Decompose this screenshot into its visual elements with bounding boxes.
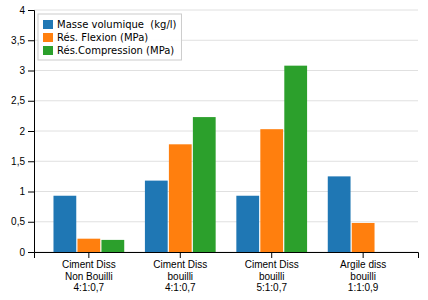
bars: [53, 66, 374, 252]
grid-line: [34, 100, 418, 101]
grid-line: [34, 70, 418, 71]
y-tick: 2: [19, 126, 34, 137]
x-tick-label-line: Ciment Diss: [153, 259, 207, 270]
y-tick-mark: [28, 161, 34, 162]
y-tick-label: 0,5: [11, 216, 25, 227]
grid-line: [34, 191, 418, 192]
y-tick: 4: [19, 5, 34, 16]
y-tick-mark: [28, 252, 34, 253]
bar: [328, 176, 351, 252]
legend-swatch: [43, 46, 53, 55]
y-tick-mark: [28, 40, 34, 41]
x-tick-label-line: Argile diss: [340, 259, 386, 270]
grid: [34, 10, 418, 252]
bar-series: [101, 66, 307, 252]
grid-line: [34, 221, 418, 222]
y-axis: 0 0,5 1 1,5 2 2,5 3 3,5 4: [11, 5, 34, 258]
x-tick: Ciment DissNon Bouilli4:1:0,7: [62, 252, 116, 293]
bar: [352, 223, 375, 252]
legend-swatch: [43, 33, 53, 42]
legend-label: Masse volumique (kg/l): [57, 19, 177, 30]
grid-line: [34, 131, 418, 132]
y-tick: 0,5: [11, 216, 34, 227]
y-tick-label: 2: [19, 126, 25, 137]
y-tick-mark: [28, 222, 34, 223]
y-tick: 3,5: [11, 35, 34, 46]
legend-item: Masse volumique (kg/l): [43, 19, 177, 30]
y-tick-label: 0: [19, 247, 25, 258]
x-tick-label: Ciment DissNon Bouilli4:1:0,7: [62, 259, 116, 293]
x-tick-label-line: 5:1:0,7: [256, 282, 287, 293]
y-axis-line: [28, 11, 35, 253]
y-tick: 1,5: [11, 156, 34, 167]
x-tick-mark: [271, 252, 272, 258]
grid-line: [34, 10, 418, 11]
y-tick-mark: [28, 101, 34, 102]
y-tick-mark: [28, 192, 34, 193]
x-tick-label-line: 4:1:0,7: [74, 282, 105, 293]
plot: 00,511,522,533,54Ciment DissNon Bouilli4…: [11, 5, 418, 293]
x-axis-line: [35, 253, 419, 259]
grid-line: [34, 161, 418, 162]
y-tick-label: 2,5: [11, 95, 25, 106]
legend-swatch: [43, 20, 53, 29]
bar: [145, 181, 168, 252]
y-tick-mark: [28, 10, 34, 11]
bar: [53, 196, 76, 252]
y-tick-label: 1: [19, 186, 25, 197]
legend-label: Rés. Flexion (MPa): [57, 32, 148, 43]
x-tick-label: Ciment Dissbouilli5:1:0,7: [245, 259, 299, 293]
y-tick-mark: [28, 131, 34, 132]
x-tick-mark: [180, 252, 181, 258]
x-tick-label-line: Ciment Diss: [62, 259, 116, 270]
legend: Masse volumique (kg/l) Rés. Flexion (MPa)…: [38, 14, 181, 60]
y-tick: 3: [19, 65, 34, 76]
y-tick: 2,5: [11, 95, 34, 106]
x-tick-label-line: bouilli: [350, 271, 376, 282]
y-tick-label: 4: [19, 5, 25, 16]
bar: [169, 144, 192, 252]
y-tick-label: 1,5: [11, 156, 25, 167]
bar: [77, 239, 100, 252]
y-tick-label: 3: [19, 65, 25, 76]
chart: 00,511,522,533,54Ciment DissNon Bouilli4…: [0, 0, 428, 300]
x-tick-label: Ciment Dissbouilli4:1:0,7: [153, 259, 207, 293]
x-tick-label-line: 4:1:0,7: [165, 282, 196, 293]
bar: [260, 129, 283, 252]
x-tick-label-line: bouilli: [259, 271, 285, 282]
bar: [376, 252, 399, 253]
x-tick: Argile dissbouilli1:1:0,9: [340, 252, 386, 293]
x-tick-label-line: Ciment Diss: [245, 259, 299, 270]
y-tick-label: 3,5: [11, 35, 25, 46]
bar: [284, 66, 307, 252]
bar: [101, 240, 124, 252]
x-tick-label-line: Non Bouilli: [65, 271, 113, 282]
x-tick: Ciment Dissbouilli5:1:0,7: [245, 252, 299, 293]
x-tick-label-line: 1:1:0,9: [348, 282, 379, 293]
bar: [236, 196, 259, 252]
x-tick: Ciment Dissbouilli4:1:0,7: [153, 252, 207, 293]
x-tick-mark: [88, 252, 89, 258]
x-tick-mark: [363, 252, 364, 258]
x-axis: Ciment DissNon Bouilli4:1:0,7Ciment Diss…: [35, 252, 419, 293]
y-tick: 1: [19, 186, 34, 197]
bar-series: [77, 129, 374, 252]
bar: [193, 117, 216, 252]
x-tick-label: Argile dissbouilli1:1:0,9: [340, 259, 386, 293]
y-tick: 0: [19, 247, 34, 258]
x-tick-label-line: bouilli: [167, 271, 193, 282]
legend-box: [38, 14, 181, 60]
y-tick-mark: [28, 71, 34, 72]
legend-label: Rés.Compression (MPa): [57, 45, 174, 56]
legend-item: Rés. Flexion (MPa): [43, 32, 148, 43]
legend-item: Rés.Compression (MPa): [43, 45, 174, 56]
